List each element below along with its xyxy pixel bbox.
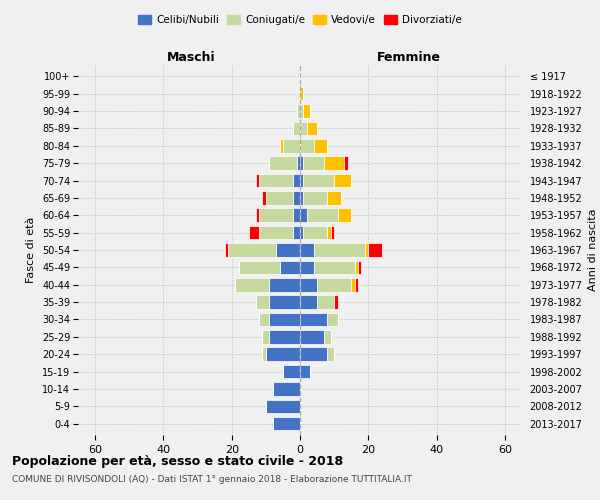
Bar [256,174,259,188]
Bar [317,278,351,291]
Bar [269,296,300,309]
Bar [368,243,382,257]
Bar [272,417,300,430]
Bar [262,348,266,361]
Bar [314,243,365,257]
Bar [269,278,300,291]
Bar [304,191,328,204]
Bar [283,139,300,152]
Bar [324,330,331,344]
Bar [266,400,300,413]
Bar [256,296,269,309]
Bar [300,191,304,204]
Bar [256,208,259,222]
Bar [228,243,276,257]
Bar [307,122,317,135]
Bar [300,312,328,326]
Bar [338,208,351,222]
Bar [304,104,310,118]
Bar [300,296,317,309]
Text: Maschi: Maschi [166,51,215,64]
Bar [365,243,368,257]
Bar [317,296,334,309]
Bar [355,260,358,274]
Bar [328,312,338,326]
Bar [355,278,358,291]
Text: COMUNE DI RIVISONDOLI (AQ) - Dati ISTAT 1° gennaio 2018 - Elaborazione TUTTITALI: COMUNE DI RIVISONDOLI (AQ) - Dati ISTAT … [12,475,412,484]
Bar [262,191,266,204]
Y-axis label: Fasce di età: Fasce di età [26,217,37,283]
Bar [249,226,259,239]
Bar [300,226,304,239]
Bar [314,139,328,152]
Bar [324,156,344,170]
Bar [300,365,310,378]
Bar [269,330,300,344]
Bar [300,156,304,170]
Bar [300,139,314,152]
Text: Popolazione per età, sesso e stato civile - 2018: Popolazione per età, sesso e stato civil… [12,455,343,468]
Bar [300,122,307,135]
Bar [293,174,300,188]
Bar [235,278,269,291]
Bar [296,156,300,170]
Text: Femmine: Femmine [377,51,441,64]
Bar [259,174,293,188]
Bar [300,174,304,188]
Bar [328,191,341,204]
Bar [328,348,334,361]
Bar [328,226,331,239]
Bar [259,312,269,326]
Bar [280,260,300,274]
Bar [304,156,324,170]
Bar [351,278,355,291]
Bar [334,174,351,188]
Bar [300,278,317,291]
Bar [358,260,361,274]
Bar [314,260,355,274]
Bar [259,226,293,239]
Bar [239,260,280,274]
Bar [269,156,296,170]
Bar [293,191,300,204]
Bar [300,208,307,222]
Bar [280,139,283,152]
Bar [300,104,304,118]
Legend: Celibi/Nubili, Coniugati/e, Vedovi/e, Divorziati/e: Celibi/Nubili, Coniugati/e, Vedovi/e, Di… [134,11,466,30]
Bar [334,296,338,309]
Y-axis label: Anni di nascita: Anni di nascita [588,209,598,291]
Bar [300,330,324,344]
Bar [304,174,334,188]
Bar [293,208,300,222]
Bar [269,312,300,326]
Bar [293,122,300,135]
Bar [304,226,328,239]
Bar [293,226,300,239]
Bar [266,348,300,361]
Bar [296,104,300,118]
Bar [259,208,293,222]
Bar [225,243,228,257]
Bar [300,348,328,361]
Bar [300,260,314,274]
Bar [272,382,300,396]
Bar [300,243,314,257]
Bar [262,330,269,344]
Bar [307,208,338,222]
Bar [266,191,293,204]
Bar [276,243,300,257]
Bar [331,226,334,239]
Bar [300,87,304,101]
Bar [283,365,300,378]
Bar [344,156,348,170]
